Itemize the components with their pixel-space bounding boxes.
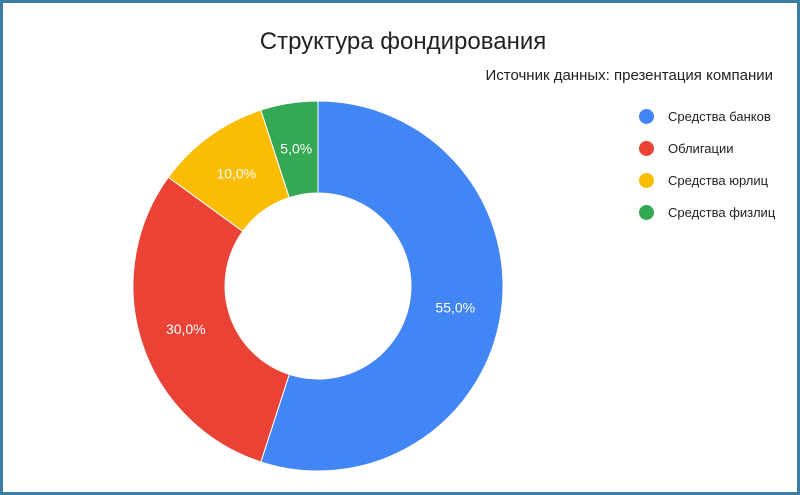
legend-label: Средства физлиц: [668, 204, 776, 220]
chart-subtitle: Источник данных: презентация компании: [485, 67, 774, 84]
slice-data-label: 10,0%: [216, 166, 256, 182]
legend-item[interactable]: Средства юрлиц: [639, 164, 775, 196]
legend-item[interactable]: Средства банков: [639, 100, 775, 132]
legend-swatch: [639, 172, 654, 188]
donut-slices: [132, 100, 504, 472]
legend: Средства банков Облигации Средства юрлиц Ср…: [639, 100, 775, 228]
donut-data-labels: 55,0% 30,0% 10,0% 5,0%: [166, 141, 475, 337]
legend-label: Средства юрлиц: [668, 172, 769, 188]
donut-chart: 55,0% 30,0% 10,0% 5,0%: [132, 100, 504, 472]
slice-data-label: 5,0%: [280, 141, 312, 157]
legend-swatch: [639, 140, 654, 156]
donut-slice[interactable]: [260, 100, 504, 472]
slice-data-label: 55,0%: [435, 300, 475, 316]
donut-slice[interactable]: [260, 100, 319, 199]
chart-title: Структура фондирования: [259, 28, 547, 55]
legend-label: Средства банков: [668, 108, 771, 124]
legend-label: Облигации: [668, 140, 734, 156]
legend-item[interactable]: Облигации: [639, 132, 775, 164]
legend-swatch: [639, 108, 654, 124]
donut-slice[interactable]: [132, 176, 290, 463]
legend-swatch: [639, 204, 654, 220]
slice-data-label: 30,0%: [166, 321, 206, 337]
legend-item[interactable]: Средства физлиц: [639, 196, 775, 228]
